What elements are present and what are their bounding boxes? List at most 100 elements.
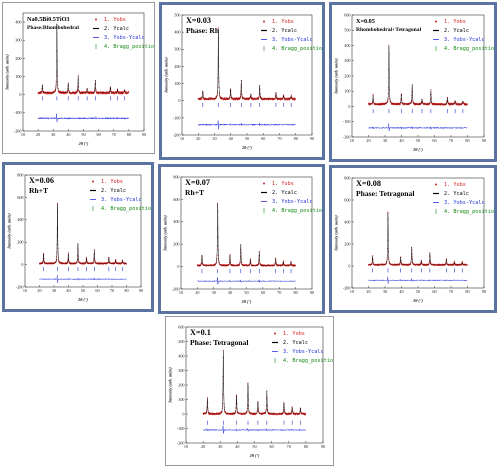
- panel-title: X=0.03: [186, 16, 211, 25]
- x-axis-label: 2θ (°): [412, 298, 423, 303]
- legend-label: 4. Bragg_position: [272, 208, 322, 214]
- x-tick-label: 20: [37, 288, 41, 293]
- series-yobs: [38, 202, 127, 265]
- x-tick-label: 10: [21, 132, 25, 137]
- series-diff: [37, 113, 129, 123]
- x-tick-label: 40: [66, 288, 70, 293]
- legend-marker: [274, 332, 276, 335]
- panel-title: X=0.05: [356, 18, 375, 25]
- x-tick-label: 50: [416, 289, 420, 294]
- x-tick-label: 80: [304, 444, 308, 449]
- legend-label: 1. Yobs: [272, 181, 294, 187]
- y-tick-label: -200: [343, 285, 351, 290]
- x-tick-label: 30: [51, 132, 55, 137]
- legend-label: 4. Bragg_position: [272, 46, 322, 52]
- x-tick-label: 80: [294, 136, 298, 141]
- series-ycalc: [39, 203, 127, 264]
- xrd-plot: 10 20 30 40 50 60 70 80 90 -200 -100 0 100 200 300 400 2…: [5, 12, 154, 146]
- x-tick-label: 80: [127, 132, 131, 137]
- panel-title: X=0.1: [190, 328, 211, 337]
- x-tick-label: 70: [449, 289, 453, 294]
- legend-label: 4. Bragg_position: [444, 46, 494, 52]
- x-tick-label: 60: [261, 136, 265, 141]
- x-tick-label: 60: [261, 290, 265, 295]
- y-tick-label: 300: [174, 47, 180, 52]
- legend-label: 1. Yobs: [104, 17, 126, 23]
- y-axis-label: Intensity (arb. units): [5, 54, 10, 91]
- y-axis-label: Intensity (arb. units): [334, 215, 339, 252]
- y-tick-label: -100: [343, 119, 351, 124]
- panel-title: X=0.08: [356, 179, 381, 188]
- legend-label: 2. Ycalc: [444, 191, 469, 197]
- x-tick-label: 90: [310, 136, 314, 141]
- y-tick-label: 0: [177, 264, 179, 269]
- y-tick-label: 200: [15, 56, 21, 61]
- panel-5: 10 20 30 40 50 60 70 80 90 -200 0 200 400 600 800 2θ (°…: [158, 164, 325, 314]
- y-tick-label: -200: [173, 132, 181, 137]
- x-tick-label: 80: [465, 138, 469, 143]
- y-axis-label: Intensity (arb. units): [164, 57, 169, 94]
- y-tick-label: 100: [178, 397, 184, 402]
- x-tick-label: 10: [350, 138, 354, 143]
- series-ycalc: [368, 212, 468, 266]
- x-tick-label: 60: [270, 444, 274, 449]
- x-tick-label: 70: [110, 288, 114, 293]
- x-tick-label: 90: [482, 138, 486, 143]
- legend-marker: [263, 182, 265, 185]
- x-tick-label: 40: [229, 136, 233, 141]
- y-tick-label: -200: [177, 440, 185, 445]
- y-tick-label: 400: [178, 353, 184, 358]
- x-tick-label: 80: [294, 290, 298, 295]
- x-tick-label: 30: [218, 444, 222, 449]
- series-ycalc: [368, 46, 468, 105]
- x-tick-label: 70: [277, 136, 281, 141]
- x-tick-label: 20: [366, 138, 370, 143]
- panel-subtitle: Rh+T: [185, 188, 204, 197]
- y-axis-label: Intensity (arb. units): [7, 213, 12, 250]
- y-tick-label: 400: [17, 217, 23, 222]
- x-tick-label: 10: [180, 136, 184, 141]
- legend-label: 3. Yobs-Ycalc: [272, 37, 313, 43]
- legend-label: 3. Yobs-Ycalc: [104, 35, 145, 41]
- x-tick-label: 40: [399, 138, 403, 143]
- xrd-plot: 10 20 30 40 50 60 70 80 90 -200 -100 0 100 200 300 400 5…: [334, 12, 495, 152]
- xrd-plot: 10 20 30 40 50 60 70 80 90 -200 0 200 400 600 800 2θ (°…: [7, 172, 152, 302]
- legend-label: 4. Bragg_position: [101, 206, 151, 212]
- panel-subtitle: Phase: Rh: [186, 26, 220, 35]
- legend-label: 3. Yobs-Ycalc: [283, 349, 324, 355]
- y-axis-label: Intensity (arb. units): [163, 215, 168, 252]
- y-tick-label: 500: [178, 339, 184, 344]
- y-tick-label: -200: [343, 134, 351, 139]
- x-tick-label: 10: [23, 288, 27, 293]
- series-diff: [197, 277, 296, 286]
- y-tick-label: 0: [348, 263, 350, 268]
- xrd-plot: 10 20 30 40 50 60 70 80 90 -200 0 200 400 600 800 2θ (°…: [334, 175, 495, 303]
- xrd-plot: 10 20 30 40 50 60 70 80 90 -200 -100 0 100 200 300 400 5…: [168, 324, 334, 458]
- x-tick-label: 70: [277, 290, 281, 295]
- x-tick-label: 70: [287, 444, 291, 449]
- legend-label: 1. Yobs: [272, 19, 294, 25]
- y-tick-label: 600: [17, 195, 23, 200]
- y-tick-label: 0: [21, 262, 23, 267]
- y-tick-label: 400: [344, 219, 350, 224]
- y-tick-label: 400: [15, 19, 21, 24]
- y-tick-label: -100: [173, 115, 181, 120]
- x-tick-label: 90: [142, 132, 146, 137]
- series-ycalc: [203, 350, 306, 415]
- x-tick-label: 40: [235, 444, 239, 449]
- y-tick-label: 100: [15, 74, 21, 79]
- y-tick-label: 600: [173, 197, 179, 202]
- y-tick-label: 100: [344, 89, 350, 94]
- xrd-plot: 10 20 30 40 50 60 70 80 90 -200 -100 0 100 200 300 400 5…: [164, 12, 323, 150]
- panel-subtitle: Rhombohedral+Tetragonal: [356, 27, 422, 33]
- x-axis-label: 2θ (°): [412, 147, 423, 152]
- y-tick-label: 300: [15, 38, 21, 43]
- x-tick-label: 50: [416, 138, 420, 143]
- x-tick-label: 60: [97, 132, 101, 137]
- legend-label: 1. Yobs: [444, 19, 466, 25]
- legend-label: 3. Yobs-Ycalc: [444, 200, 485, 206]
- x-tick-label: 30: [212, 136, 216, 141]
- series-ycalc: [38, 23, 129, 94]
- y-tick-label: 400: [174, 30, 180, 35]
- x-tick-label: 90: [482, 289, 486, 294]
